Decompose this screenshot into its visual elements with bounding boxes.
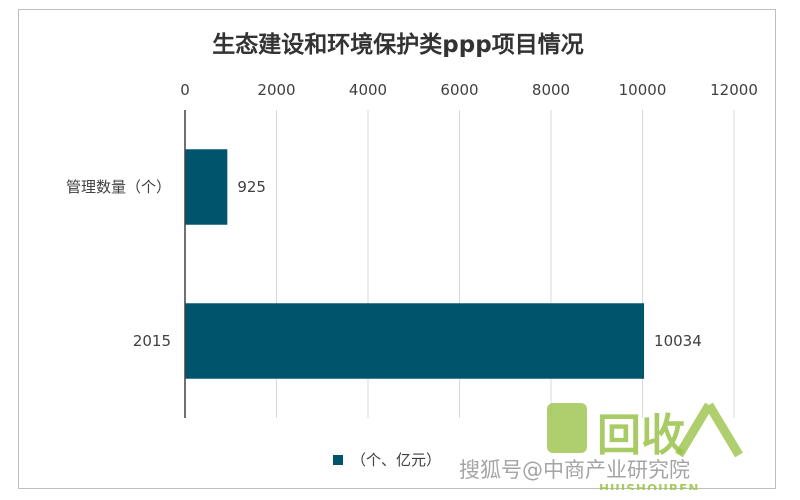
bar [185,303,645,379]
category-label: 管理数量（个） [66,178,171,196]
watermark-text: 搜狐号@中商产业研究院 [459,458,690,482]
watermark-logo: 回收 [547,402,743,461]
x-tick-label: 4000 [349,81,387,99]
watermark-logo-text: 回收 [597,410,685,461]
legend-swatch [333,455,343,465]
bar [185,149,228,225]
category-label: 2015 [133,332,171,350]
legend-label: （个、亿元） [351,451,441,469]
data-label: 10034 [654,332,702,350]
x-tick-label: 12000 [710,81,758,99]
x-axis-ticks: 0 2000 4000 6000 8000 10000 12000 [180,81,758,99]
data-label: 925 [237,178,266,196]
bars [185,149,645,379]
category-labels: 管理数量（个） 2015 [66,178,171,350]
chart-title: 生态建设和环境保护类ppp项目情况 [212,31,583,58]
chart-frame: 生态建设和环境保护类ppp项目情况 0 2000 4000 6000 8000 10000… [18,9,776,490]
bar-chart: 生态建设和环境保护类ppp项目情况 0 2000 4000 6000 8000 10000… [66,31,758,490]
x-tick-label: 2000 [257,81,295,99]
legend: （个、亿元） [333,451,441,469]
x-tick-label: 10000 [619,81,667,99]
watermark-logo-sub: HUISHOUREN [599,482,699,490]
x-tick-label: 8000 [532,81,570,99]
x-tick-label: 6000 [440,81,478,99]
data-labels: 925 10034 [237,178,701,350]
watermark: 回收 搜狐号@中商产业研究院 HUISHOUREN [459,402,743,490]
x-tick-label: 0 [180,81,190,99]
